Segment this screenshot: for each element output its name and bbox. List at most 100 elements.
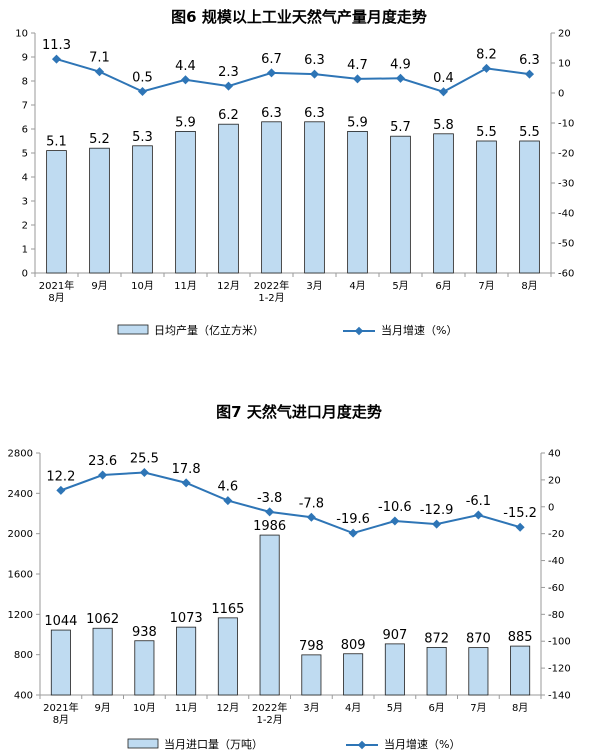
y-left-tick-label: 7 [22,101,28,112]
x-tick-label: 5月 [392,280,408,292]
growth-point [223,81,234,91]
bar-value-label: 907 [382,628,407,643]
y-left-tick-label: 3 [22,197,28,208]
production-chart-svg: 0 1 2 3 4 5 6 7 8 9 10 -60 -50 -40 -30 -20 -10 0 10 20 2021年… [15,29,574,338]
x-tick-label: 8月 [48,292,64,304]
bar-value-label: 5.9 [175,115,196,130]
y-left-tick-label: 1600 [8,570,33,581]
y-right-tick-label: -80 [548,610,564,621]
growth-value-label: 6.3 [519,53,540,68]
legend-line-marker [357,740,367,750]
bar [92,627,113,696]
y-left-tick-label: 2000 [8,529,33,540]
growth-value-label: 7.1 [89,51,110,66]
bar [89,147,110,274]
x-tick-label: 8月 [53,714,69,726]
x-tick-label: 12月 [217,280,240,292]
growth-point [481,63,492,73]
y-left-tick-label: 1 [22,245,28,256]
growth-point [266,68,277,78]
bar-value-label: 1165 [211,602,244,617]
y-right-tick-label: 0 [558,89,564,100]
bar-value-label: 5.1 [46,135,67,150]
bar-value-label: 1986 [253,519,286,534]
y-left-tick-label: 0 [22,269,28,280]
bar [176,626,197,696]
growth-value-label: 4.4 [175,59,196,74]
bar-value-label: 1044 [44,614,77,629]
legend-bar-label: 当月进口量（万吨） [164,737,263,751]
growth-point [432,519,442,529]
bar-value-label: 798 [299,639,324,654]
bar-value-label: 872 [424,631,449,646]
bar [175,130,196,274]
imports-chart-svg: 40080012001600200024002800-140-120-100-8… [8,449,571,752]
bar-value-label: 5.8 [433,118,454,133]
bar-value-label: 885 [508,630,533,645]
growth-point [180,75,191,85]
legend-bar-label: 日均产量（亿立方米） [154,323,264,337]
growth-value-label: 6.7 [261,52,282,67]
growth-value-label: 6.3 [304,53,325,68]
x-tick-label: 7月 [470,702,486,714]
growth-point [352,74,363,84]
growth-value-label: 11.3 [42,38,71,53]
growth-value-label: 4.9 [390,57,411,72]
bar [519,140,540,274]
y-right-tick-label: -40 [548,556,564,567]
x-tick-label: 9月 [91,280,107,292]
bar [132,145,153,274]
x-tick-label: 3月 [306,280,322,292]
growth-point [309,69,320,79]
growth-value-label: -12.9 [420,503,454,518]
y-right-tick-label: 40 [548,449,561,460]
bar-value-label: 6.3 [261,106,282,121]
y-left-tick-label: 2400 [8,489,33,500]
legend-bar-swatch [127,738,159,749]
bar [46,150,67,274]
growth-point [438,87,449,97]
bar [347,130,368,274]
x-tick-label: 2021年 [39,279,74,292]
bar-value-label: 1062 [86,612,119,627]
bar-value-label: 5.5 [519,125,540,140]
growth-value-label: 2.3 [218,65,239,80]
x-tick-label: 12月 [217,702,240,714]
bar [217,617,238,696]
bar-value-label: 938 [132,625,157,640]
bar-value-label: 5.7 [390,120,411,135]
x-tick-label: 5月 [387,702,403,714]
x-tick-label: 2021年 [43,701,78,714]
growth-value-label: 8.2 [476,47,497,62]
growth-line [60,471,521,535]
growth-point [137,86,148,97]
growth-value-label: -15.2 [503,506,537,521]
chart-production: 图6 规模以上工业天然气产量月度走势 0 1 2 3 4 5 6 7 8 9 10 -60 -50 -40… [15,8,574,338]
growth-point [51,54,62,64]
chart-imports: 图7 天然气进口月度走势 400 800 1200 1600 2000 2400 2800-… [0,395,598,754]
y-right-tick-label: 20 [548,475,561,486]
bar [433,133,454,274]
growth-point [56,485,66,495]
growth-value-label: 4.7 [347,58,368,73]
y-left-tick-label: 800 [14,650,33,661]
y-left-tick-label: 400 [14,691,33,702]
bar [510,645,531,696]
x-tick-label: 1-2月 [256,714,282,726]
bar-value-label: 870 [466,632,491,647]
bar [384,643,405,696]
bar [134,640,155,696]
y-right-tick-label: -140 [548,691,571,702]
legend-line-marker [354,326,364,336]
growth-value-label: 23.6 [88,454,117,469]
growth-value-label: -3.8 [257,491,282,506]
bar-value-label: 6.3 [304,106,325,121]
y-right-tick-label: -120 [548,664,571,675]
x-tick-label: 2022年 [252,701,287,714]
x-tick-label: 11月 [174,280,197,292]
chart-title: 图7 天然气进口月度走势 [216,403,382,421]
y-left-tick-label: 8 [22,77,28,88]
growth-line [56,58,530,93]
y-left-tick-label: 1200 [8,610,33,621]
bar [476,140,497,274]
